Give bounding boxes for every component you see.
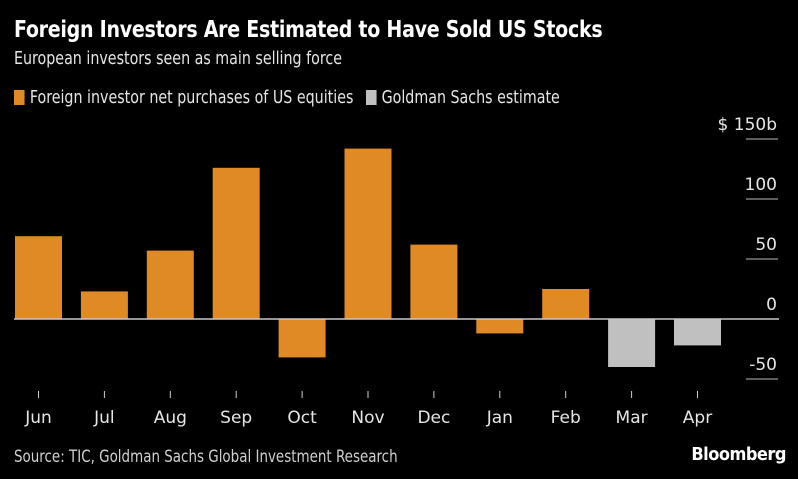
x-tick-label: Jul	[93, 408, 115, 428]
legend-item-goldman-estimate: Goldman Sachs estimate	[365, 87, 560, 108]
y-tick-label: $ 150b	[718, 115, 777, 135]
y-tick-label: 0	[766, 295, 777, 315]
legend-label-net-purchases: Foreign investor net purchases of US equ…	[29, 87, 354, 108]
legend-swatch-net-purchases	[14, 90, 25, 105]
chart-title: Foreign Investors Are Estimated to Have …	[14, 17, 603, 43]
x-tick-label: Jan	[486, 408, 513, 428]
y-tick-label: 50	[755, 235, 777, 255]
x-tick-label: Apr	[683, 408, 712, 428]
bar-jan	[476, 319, 524, 334]
source-note: Source: TIC, Goldman Sachs Global Invest…	[14, 447, 398, 467]
bar-nov	[344, 148, 392, 319]
x-tick-label: Mar	[616, 408, 648, 428]
legend-item-net-purchases: Foreign investor net purchases of US equ…	[14, 87, 353, 108]
bar-aug	[146, 250, 194, 319]
bar-mar	[608, 319, 656, 367]
legend-label-goldman-estimate: Goldman Sachs estimate	[381, 87, 560, 108]
x-tick-label: Oct	[287, 408, 317, 428]
bar-jul	[80, 291, 128, 319]
bloomberg-logo: Bloomberg	[691, 444, 786, 465]
bar-oct	[278, 319, 326, 358]
x-tick-label: Nov	[351, 408, 384, 428]
y-tick-label: -50	[749, 355, 777, 375]
x-tick-label: Jun	[24, 408, 52, 428]
x-tick-label: Feb	[551, 408, 581, 428]
x-tick-label: Sep	[220, 408, 252, 428]
x-tick-label: Aug	[154, 408, 187, 428]
bar-jun	[15, 236, 62, 319]
legend-swatch-goldman-estimate	[365, 90, 377, 105]
y-tick-label: 100	[745, 175, 777, 195]
bar-feb	[542, 289, 590, 319]
x-tick-label: Dec	[417, 408, 450, 428]
legend: Foreign investor net purchases of US equ…	[14, 87, 572, 108]
bar-apr	[674, 319, 721, 346]
chart-subtitle: European investors seen as main selling …	[14, 48, 342, 69]
bar-dec	[410, 244, 458, 319]
bar-sep	[212, 167, 260, 319]
